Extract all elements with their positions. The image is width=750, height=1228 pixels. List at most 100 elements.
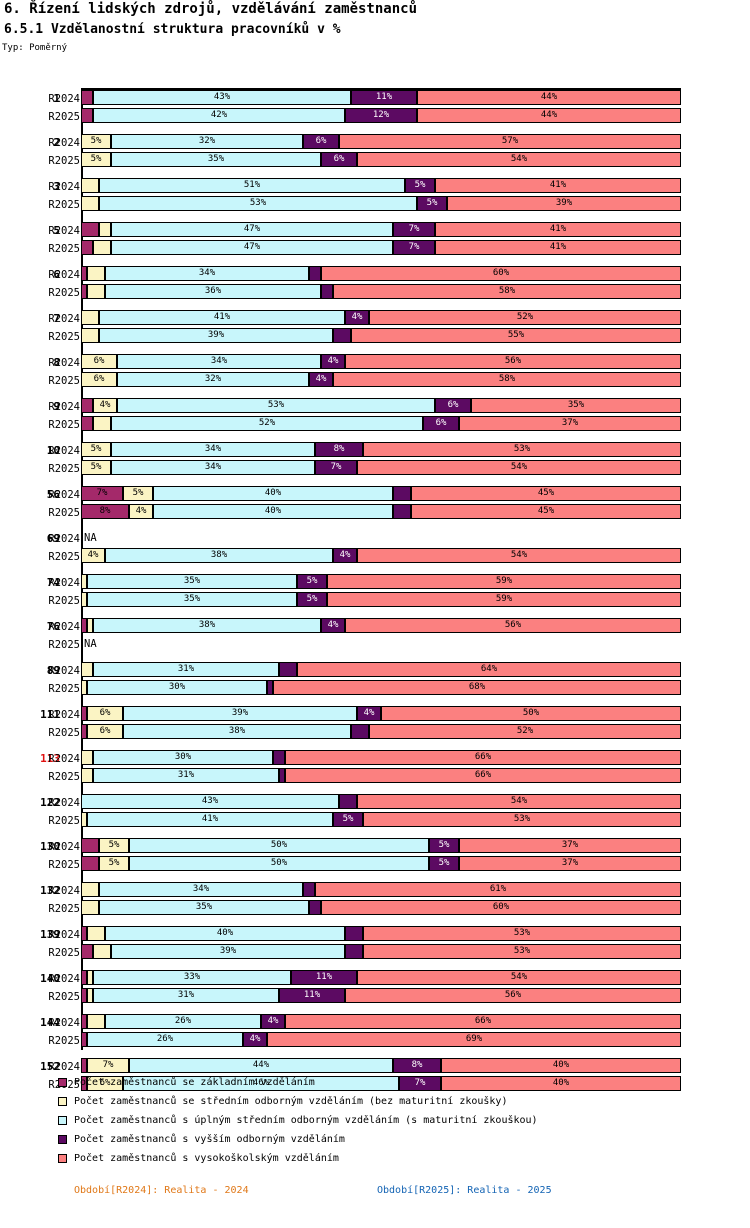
bar-segment-s2[interactable]: 35%	[111, 152, 321, 167]
bar-segment-s1[interactable]: 6%	[87, 1076, 123, 1091]
stacked-bar[interactable]: 5% 35% 6% 54%	[81, 152, 681, 169]
bar-segment-s2[interactable]: 31%	[93, 988, 279, 1003]
bar-segment-s2[interactable]: 41%	[99, 310, 345, 325]
bar-segment-s3[interactable]	[345, 926, 363, 941]
bar-segment-s0[interactable]	[81, 926, 87, 941]
bar-segment-s1[interactable]	[81, 574, 87, 589]
bar-segment-s2[interactable]: 50%	[129, 856, 429, 871]
bar-segment-s1[interactable]	[87, 284, 105, 299]
bar-segment-s3[interactable]	[393, 486, 411, 501]
stacked-bar[interactable]: 35% 5% 59%	[81, 592, 681, 609]
bar-segment-s3[interactable]	[273, 750, 285, 765]
bar-segment-s1[interactable]: 5%	[81, 460, 111, 475]
bar-segment-s4[interactable]: 53%	[363, 926, 681, 941]
bar-segment-s3[interactable]: 7%	[315, 460, 357, 475]
stacked-bar[interactable]: 26% 4% 66%	[81, 1014, 681, 1031]
bar-segment-s2[interactable]: 38%	[93, 618, 321, 633]
bar-segment-s4[interactable]: 66%	[285, 1014, 681, 1029]
stacked-bar[interactable]: 51% 5% 41%	[81, 178, 681, 195]
bar-segment-s3[interactable]: 8%	[393, 1058, 441, 1073]
stacked-bar[interactable]: 6% 46% 7% 40%	[81, 1076, 681, 1093]
bar-segment-s2[interactable]: 35%	[87, 592, 297, 607]
bar-segment-s0[interactable]	[81, 222, 99, 237]
bar-segment-s2[interactable]: 42%	[93, 108, 345, 123]
bar-segment-s0[interactable]: 8%	[81, 504, 129, 519]
bar-segment-s1[interactable]	[81, 680, 87, 695]
bar-segment-s3[interactable]	[279, 768, 285, 783]
stacked-bar[interactable]: 5% 34% 8% 53%	[81, 442, 681, 459]
bar-segment-s4[interactable]: 56%	[345, 618, 681, 633]
bar-segment-s4[interactable]: 40%	[441, 1076, 681, 1091]
bar-segment-s2[interactable]: 36%	[105, 284, 321, 299]
bar-segment-s0[interactable]	[81, 90, 93, 105]
bar-segment-s3[interactable]: 7%	[393, 222, 435, 237]
stacked-bar[interactable]: 30% 66%	[81, 750, 681, 767]
bar-segment-s1[interactable]	[81, 900, 99, 915]
bar-segment-s0[interactable]	[81, 266, 87, 281]
stacked-bar[interactable]: 5% 34% 7% 54%	[81, 460, 681, 477]
bar-segment-s1[interactable]: 7%	[87, 1058, 129, 1073]
bar-segment-s3[interactable]: 4%	[345, 310, 369, 325]
stacked-bar[interactable]: 31% 64%	[81, 662, 681, 679]
bar-segment-s4[interactable]: 41%	[435, 222, 681, 237]
bar-segment-s1[interactable]	[81, 178, 99, 193]
bar-segment-s1[interactable]: 6%	[81, 354, 117, 369]
bar-segment-s4[interactable]: 35%	[471, 398, 681, 413]
bar-segment-s4[interactable]: 54%	[357, 152, 681, 167]
bar-segment-s2[interactable]: 46%	[123, 1076, 399, 1091]
bar-segment-s2[interactable]: 39%	[123, 706, 357, 721]
stacked-bar[interactable]: 34% 60%	[81, 266, 681, 283]
bar-segment-s3[interactable]	[279, 662, 297, 677]
bar-segment-s3[interactable]: 4%	[261, 1014, 285, 1029]
bar-segment-s0[interactable]	[81, 284, 87, 299]
bar-segment-s2[interactable]: 44%	[129, 1058, 393, 1073]
stacked-bar[interactable]: 7% 44% 8% 40%	[81, 1058, 681, 1075]
stacked-bar[interactable]: 33% 11% 54%	[81, 970, 681, 987]
bar-segment-s4[interactable]: 61%	[315, 882, 681, 897]
bar-segment-s1[interactable]	[99, 222, 111, 237]
bar-segment-s4[interactable]: 55%	[351, 328, 681, 343]
bar-segment-s4[interactable]: 58%	[333, 372, 681, 387]
bar-segment-s3[interactable]	[303, 882, 315, 897]
bar-segment-s2[interactable]: 34%	[105, 266, 309, 281]
bar-segment-s4[interactable]: 53%	[363, 442, 681, 457]
stacked-bar[interactable]: 6% 38% 52%	[81, 724, 681, 741]
bar-segment-s0[interactable]	[81, 108, 93, 123]
bar-segment-s0[interactable]	[81, 618, 87, 633]
bar-segment-s3[interactable]: 5%	[333, 812, 363, 827]
bar-segment-s4[interactable]: 54%	[357, 548, 681, 563]
bar-segment-s4[interactable]: 60%	[321, 266, 681, 281]
stacked-bar[interactable]: 43% 11% 44%	[81, 90, 681, 107]
bar-segment-s3[interactable]: 4%	[321, 618, 345, 633]
bar-segment-s2[interactable]: 53%	[117, 398, 435, 413]
bar-segment-s3[interactable]: 7%	[393, 240, 435, 255]
bar-segment-s3[interactable]: 11%	[291, 970, 357, 985]
bar-segment-s1[interactable]: 6%	[87, 706, 123, 721]
bar-segment-s2[interactable]: 32%	[117, 372, 309, 387]
stacked-bar[interactable]: 6% 39% 4% 50%	[81, 706, 681, 723]
bar-segment-s4[interactable]: 56%	[345, 354, 681, 369]
stacked-bar[interactable]: 36% 58%	[81, 284, 681, 301]
bar-segment-s4[interactable]: 54%	[357, 460, 681, 475]
stacked-bar[interactable]: 5% 32% 6% 57%	[81, 134, 681, 151]
bar-segment-s1[interactable]	[93, 240, 111, 255]
bar-segment-s0[interactable]	[81, 240, 93, 255]
bar-segment-s1[interactable]	[87, 926, 105, 941]
bar-segment-s2[interactable]: 35%	[99, 900, 309, 915]
bar-segment-s1[interactable]: 6%	[81, 372, 117, 387]
bar-segment-s4[interactable]: 53%	[363, 812, 681, 827]
bar-segment-s3[interactable]: 4%	[333, 548, 357, 563]
bar-segment-s3[interactable]: 5%	[417, 196, 447, 211]
stacked-bar[interactable]: 35% 5% 59%	[81, 574, 681, 591]
bar-segment-s1[interactable]: 5%	[99, 838, 129, 853]
stacked-bar[interactable]: 6% 34% 4% 56%	[81, 354, 681, 371]
bar-segment-s4[interactable]: 44%	[417, 90, 681, 105]
bar-segment-s0[interactable]	[81, 944, 93, 959]
bar-segment-s0[interactable]	[81, 724, 87, 739]
bar-segment-s2[interactable]: 35%	[87, 574, 297, 589]
bar-segment-s1[interactable]	[81, 592, 87, 607]
bar-segment-s3[interactable]: 5%	[297, 592, 327, 607]
bar-segment-s1[interactable]	[81, 882, 99, 897]
bar-segment-s2[interactable]: 31%	[93, 768, 279, 783]
stacked-bar[interactable]: 43% 54%	[81, 794, 681, 811]
